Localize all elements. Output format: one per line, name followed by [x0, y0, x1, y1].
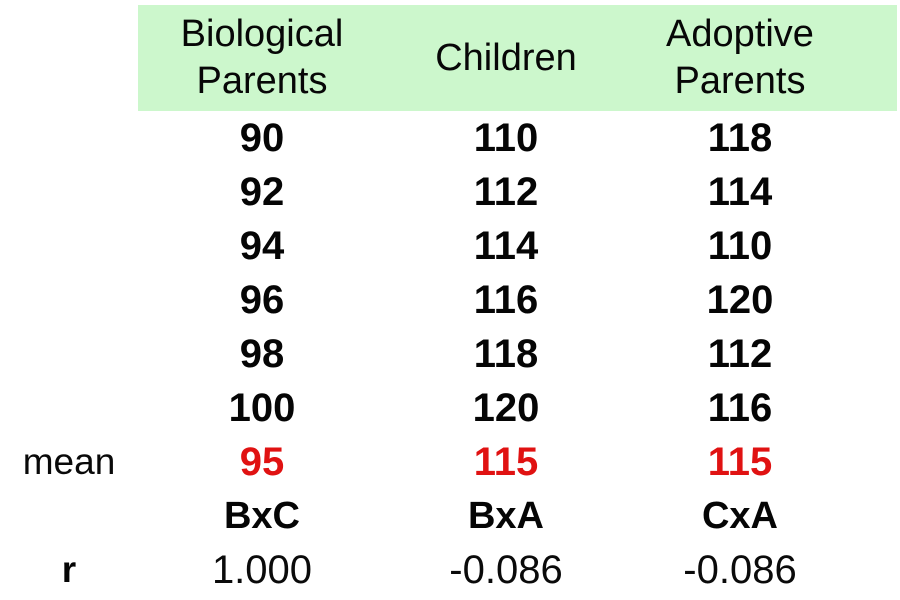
- mean-biological: 95: [239, 439, 285, 484]
- table-row: 92 112 114: [0, 165, 900, 219]
- table-row: 90 110 118: [0, 111, 900, 165]
- correlation-values-row: r 1.000 -0.086 -0.086: [0, 543, 900, 597]
- table-cell: 92: [239, 169, 285, 214]
- table-cell: 114: [473, 223, 539, 268]
- mean-row: mean 95 115 115: [0, 435, 900, 489]
- table-cell: 118: [473, 331, 539, 376]
- table-cell: 96: [239, 277, 285, 322]
- table-cell: 100: [228, 385, 296, 430]
- table-cell: 112: [707, 331, 773, 376]
- mean-children: 115: [473, 439, 539, 484]
- column-header-children: Children: [435, 36, 577, 79]
- table-cell: 118: [707, 115, 773, 160]
- table-cell: 110: [473, 115, 539, 160]
- table-header-background: [138, 5, 897, 111]
- table-row: 98 118 112: [0, 327, 900, 381]
- column-header-adoptive-parents: Adoptive Parents: [666, 13, 814, 102]
- column-header-biological-parents: Biological Parents: [180, 13, 344, 102]
- pair-label-cxa: CxA: [701, 494, 779, 537]
- table-cell: 112: [473, 169, 539, 214]
- table-cell: 110: [707, 223, 773, 268]
- pair-label-bxc: BxC: [223, 494, 301, 537]
- data-table: Biological Parents Children Adoptive Paren…: [0, 5, 900, 597]
- table-row: 96 116 120: [0, 273, 900, 327]
- table-cell: 120: [706, 277, 774, 322]
- table-header-row: Biological Parents Children Adoptive Paren…: [0, 5, 900, 111]
- mean-adoptive: 115: [707, 439, 773, 484]
- table-cell: 116: [473, 277, 539, 322]
- table-cell: 90: [239, 115, 285, 160]
- r-value-bxc: 1.000: [211, 547, 313, 592]
- table-cell: 116: [707, 385, 773, 430]
- mean-row-label: mean: [22, 441, 116, 482]
- table-row: 94 114 110: [0, 219, 900, 273]
- table-cell: 120: [472, 385, 540, 430]
- table-cell: 94: [239, 223, 285, 268]
- table-cell: 114: [707, 169, 773, 214]
- r-row-label: r: [61, 549, 77, 590]
- table-row: 100 120 116: [0, 381, 900, 435]
- r-value-bxa: -0.086: [449, 547, 563, 592]
- correlation-pairs-row: BxC BxA CxA: [0, 489, 900, 543]
- table-cell: 98: [239, 331, 285, 376]
- pair-label-bxa: BxA: [467, 494, 545, 537]
- r-value-cxa: -0.086: [683, 547, 797, 592]
